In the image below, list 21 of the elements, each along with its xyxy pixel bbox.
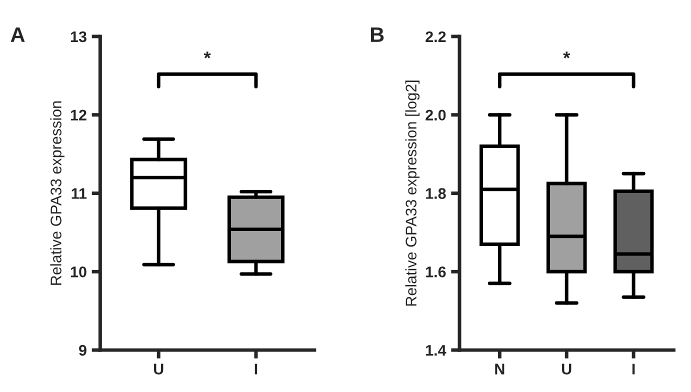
chart-title: B <box>370 28 384 42</box>
x-tick-label: U <box>562 364 572 374</box>
x-tick-label: N <box>495 364 504 374</box>
y-tick-label: 1.6 <box>426 266 446 278</box>
y-tick-label: 9 <box>79 344 86 356</box>
y-tick-label: 1.4 <box>426 345 446 356</box>
annotation: * <box>204 52 211 58</box>
y-tick-label: 12 <box>70 110 86 120</box>
y-tick-label: 2.0 <box>426 110 446 121</box>
y-axis-title: Relative GPA33 expression [log2] <box>405 80 420 306</box>
annotation: * <box>563 52 570 58</box>
y-tick-label: 1.8 <box>426 188 446 199</box>
y-tick-label: 10 <box>70 266 86 278</box>
x-tick-label: I <box>254 364 258 374</box>
y-axis-title: Relative GPA33 expression <box>50 101 64 285</box>
x-tick-label: U <box>154 364 164 374</box>
x-tick-label: I <box>632 364 635 374</box>
y-tick-label: 2.2 <box>426 31 446 42</box>
y-tick-label: 13 <box>70 31 86 42</box>
chart-title: A <box>10 28 25 42</box>
y-tick-label: 11 <box>72 188 87 199</box>
